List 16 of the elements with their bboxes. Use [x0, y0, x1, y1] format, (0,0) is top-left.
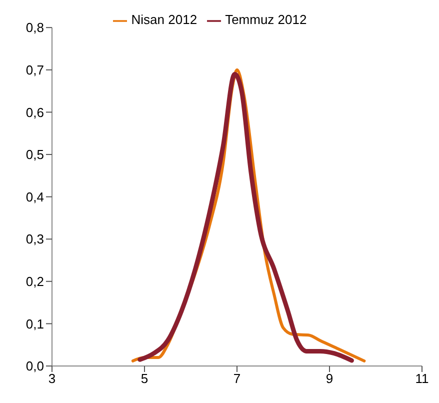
x-tick-label: 9: [326, 371, 334, 386]
x-tick-label: 3: [48, 371, 56, 386]
y-tick-label: 0,7: [26, 62, 44, 78]
legend-label: Nisan 2012: [131, 12, 198, 27]
x-tick-label: 7: [233, 371, 241, 386]
y-tick-label: 0,1: [26, 316, 44, 332]
y-tick-label: 0,2: [26, 274, 44, 290]
x-tick-label: 11: [415, 371, 429, 386]
y-tick-label: 0,8: [26, 20, 44, 36]
legend-label: Temmuz 2012: [225, 12, 307, 27]
y-tick-label: 0,4: [26, 189, 44, 204]
y-tick-label: 0,3: [26, 232, 44, 247]
x-tick-label: 5: [140, 371, 148, 386]
y-tick-label: 0,5: [26, 147, 44, 162]
y-tick-label: 0,6: [26, 104, 44, 120]
y-tick-label: 0,0: [26, 358, 44, 374]
